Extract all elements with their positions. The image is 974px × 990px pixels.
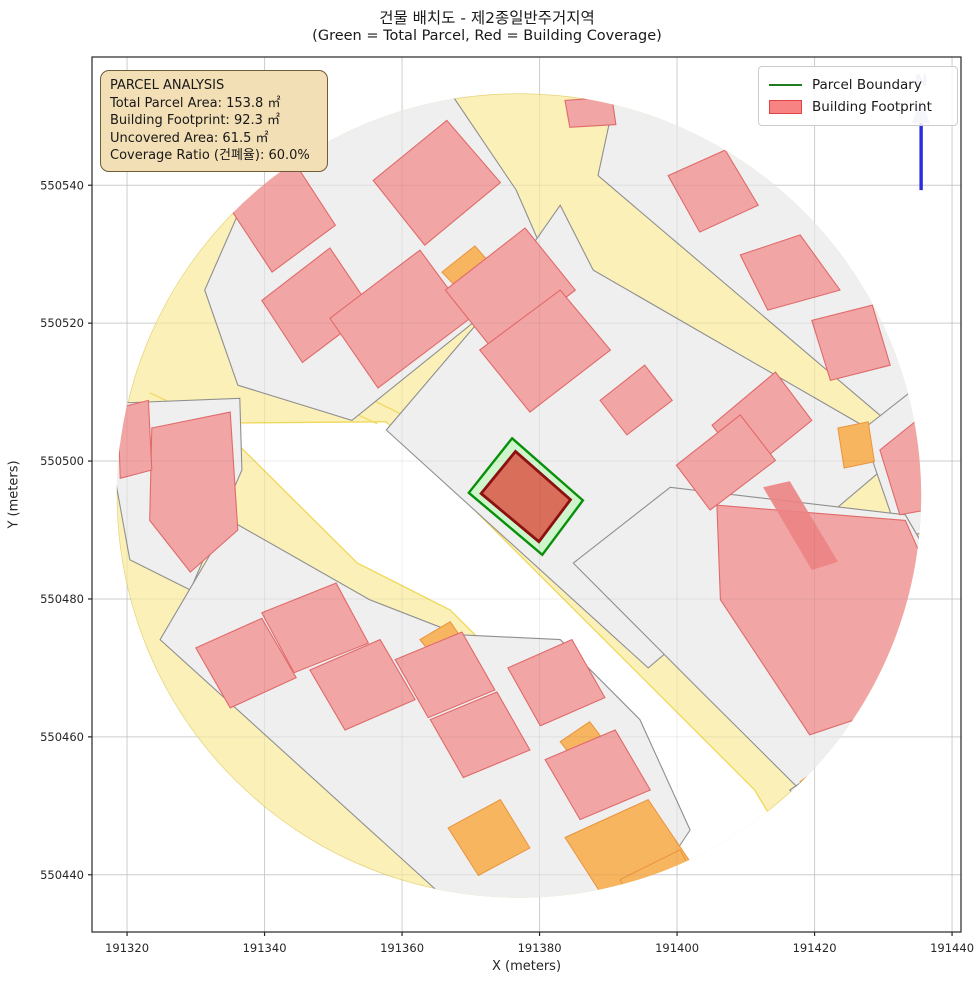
axes-frame [91,56,962,933]
building-ne-3 [811,304,891,382]
building-sw-5 [429,691,531,779]
building-sw-3 [309,638,416,731]
orange-strip-east [837,421,875,469]
building-island-large [149,411,239,573]
parcel-analysis-title: PARCEL ANALYSIS [110,78,225,93]
parcel-analysis-line: Total Parcel Area: 153.8 ㎡ [110,95,281,111]
y-tick-label: 550540 [40,178,84,192]
building-ne-2 [739,234,841,311]
y-tick-label: 550500 [40,454,84,468]
parcel-analysis-box: PARCEL ANALYSIS Total Parcel Area: 153.8… [100,70,328,172]
x-tick-label: 191360 [380,941,424,955]
y-tick-label: 550480 [40,592,84,606]
y-tick-label: 550460 [40,730,84,744]
orange-patch-south3 [447,798,531,877]
x-tick-label: 191420 [793,941,837,955]
building-top-small [564,96,617,128]
y-tick-label: 550520 [40,316,84,330]
building-island-small [117,399,153,480]
building-central-1 [444,227,577,353]
parcel-analysis-line: Building Footprint: 92.3 ㎡ [110,113,281,128]
highlight-building-footprint [479,449,573,544]
legend-item-parcel-boundary: Parcel Boundary [769,74,947,96]
x-tick-label: 191340 [243,941,287,955]
y-tick-label: 550440 [40,868,84,882]
building-east [879,407,922,516]
building-central-3 [599,364,673,436]
parcel-analysis-line: Uncovered Area: 61.5 ㎡ [110,130,269,146]
building-south [808,738,922,851]
parcel-analysis-line: Coverage Ratio (건폐율): 60.0% [110,148,310,163]
building-sw-7 [544,729,652,821]
building-central-2 [478,289,612,413]
x-tick-label: 191380 [518,941,562,955]
x-tick-label: 191440 [930,941,974,955]
building-overlap-stripe [763,481,838,570]
building-sw-6 [507,638,606,727]
x-tick-label: 191320 [105,941,149,955]
plot-subtitle: (Green = Total Parcel, Red = Building Co… [312,28,662,44]
building-ne-4 [894,319,922,373]
building-ne-1 [667,149,759,233]
legend-label: Building Footprint [812,99,932,115]
green-line-swatch [769,84,802,86]
x-tick-label: 191400 [655,941,699,955]
legend: Parcel Boundary Building Footprint [758,66,958,126]
plot-title: 건물 배치도 - 제2종일반주거지역 [379,9,595,27]
x-axis-label: X (meters) [491,959,562,974]
building-sw-2 [195,617,297,709]
red-patch-swatch [769,100,802,114]
legend-item-building-footprint: Building Footprint [769,96,947,118]
legend-label: Parcel Boundary [812,77,922,93]
map-layer [116,93,922,898]
y-axis-label: Y (meters) [6,460,22,529]
building-nw-2 [372,119,502,246]
building-sw-4 [394,631,496,719]
building-sw-1 [261,582,370,674]
building-central-5 [675,414,777,511]
